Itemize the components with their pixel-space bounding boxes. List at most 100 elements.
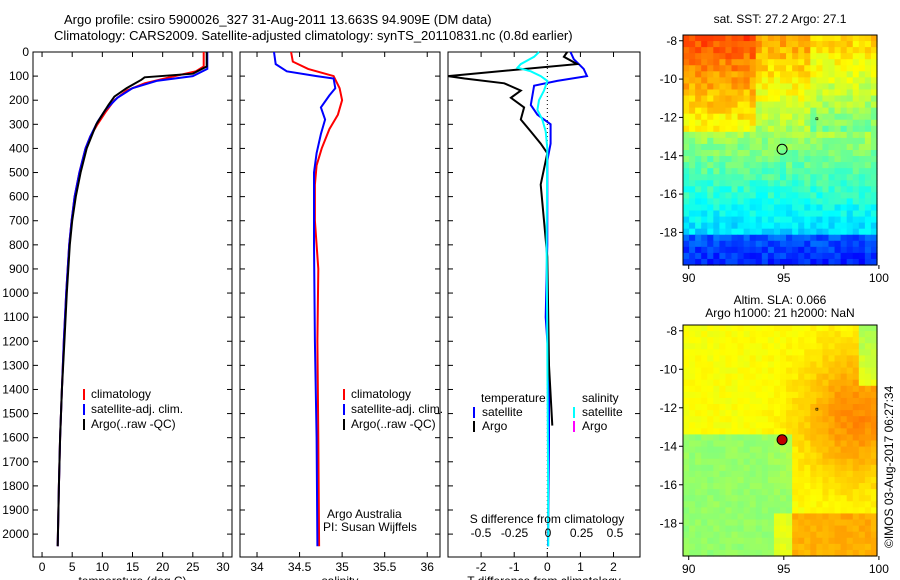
map-cell	[713, 349, 720, 356]
map-cell	[731, 337, 739, 344]
map-cell	[683, 489, 690, 496]
map-cell	[864, 107, 872, 115]
map-cell	[773, 458, 781, 466]
map-cell	[804, 410, 811, 417]
map-cell	[683, 337, 690, 344]
map-cell	[749, 416, 757, 423]
map-cell	[713, 204, 720, 212]
map-cell	[743, 222, 751, 230]
map-cell	[743, 168, 751, 175]
map-cell	[798, 537, 805, 545]
map-cell	[767, 131, 775, 139]
map-cell	[780, 204, 787, 212]
map-cell	[695, 379, 702, 387]
map-cell	[858, 150, 866, 157]
map-cell	[731, 416, 739, 423]
map-cell	[707, 89, 714, 97]
x-tick-label: 36	[421, 560, 435, 574]
map-cell	[719, 379, 727, 387]
series-line-satellite-adj-clim-	[273, 51, 337, 547]
map-cell	[743, 65, 751, 72]
map-cell	[689, 41, 696, 48]
map-cell	[755, 476, 763, 484]
map-cell	[816, 349, 824, 356]
map-cell	[707, 325, 714, 332]
map-cell	[834, 549, 842, 557]
map-cell	[719, 65, 727, 72]
map-cell	[731, 446, 739, 454]
map-cell	[755, 258, 763, 266]
map-cell	[773, 361, 781, 369]
map-cell	[683, 71, 690, 78]
map-cell	[852, 228, 860, 236]
map-cell	[737, 476, 745, 484]
map-cell	[822, 210, 830, 218]
map-cell	[755, 125, 763, 133]
map-cell	[731, 379, 739, 387]
map-cell	[695, 198, 702, 206]
map-cell	[798, 452, 805, 460]
map-cell	[816, 204, 824, 212]
x-tick-label: 25	[186, 560, 200, 574]
map-cell	[707, 410, 714, 417]
map-cell	[707, 537, 714, 545]
map-cell	[695, 234, 702, 242]
map-cell	[780, 258, 787, 266]
map-cell	[828, 355, 836, 363]
map-cell	[773, 119, 781, 127]
map-cell	[792, 385, 799, 393]
y-tick-label: -18	[660, 225, 678, 239]
map-cell	[749, 180, 757, 187]
map-cell	[701, 156, 708, 163]
map-cell	[858, 513, 866, 521]
map-cell	[725, 168, 733, 175]
map-cell	[858, 180, 866, 187]
map-cell	[761, 458, 769, 466]
map-cell	[755, 495, 763, 502]
map-cell	[864, 343, 872, 350]
map-cell	[719, 525, 727, 533]
map-cell	[701, 162, 708, 169]
map-cell	[780, 428, 787, 436]
map-cell	[755, 543, 763, 551]
map-cell	[828, 519, 836, 527]
map-cell	[846, 537, 854, 545]
map-cell	[816, 513, 824, 521]
map-cell	[786, 428, 793, 436]
map-cell	[816, 489, 824, 496]
map-cell	[828, 385, 836, 393]
map-cell	[822, 198, 830, 206]
map-cell	[743, 47, 751, 54]
map-cell	[810, 543, 817, 551]
map-cell	[701, 470, 708, 478]
map-cell	[719, 210, 727, 218]
map-cell	[749, 47, 757, 54]
map-cell	[804, 137, 811, 145]
map-cell	[683, 525, 690, 533]
map-cell	[695, 337, 702, 344]
map-cell	[846, 476, 854, 484]
map-cell	[767, 77, 775, 85]
map-cell	[761, 101, 769, 109]
map-cell	[689, 543, 696, 551]
map-cell	[695, 440, 702, 448]
map-cell	[719, 422, 727, 429]
y-tick-label: 700	[9, 214, 29, 228]
map-cell	[737, 59, 745, 66]
x2-tick-label: -0.5	[471, 526, 492, 540]
map-cell	[719, 222, 727, 230]
map-cell	[743, 349, 751, 356]
map-cell	[719, 404, 727, 411]
map-cell	[773, 198, 781, 206]
map-cell	[713, 416, 720, 423]
map-cell	[846, 204, 854, 212]
map-cell	[870, 361, 878, 369]
map-cell	[737, 107, 745, 115]
map-cell	[743, 204, 751, 212]
map-cell	[816, 519, 824, 527]
map-cell	[852, 446, 860, 454]
map-cell	[731, 495, 739, 502]
map-cell	[816, 240, 824, 248]
map-cell	[852, 519, 860, 527]
y-tick-label: 900	[9, 262, 29, 276]
